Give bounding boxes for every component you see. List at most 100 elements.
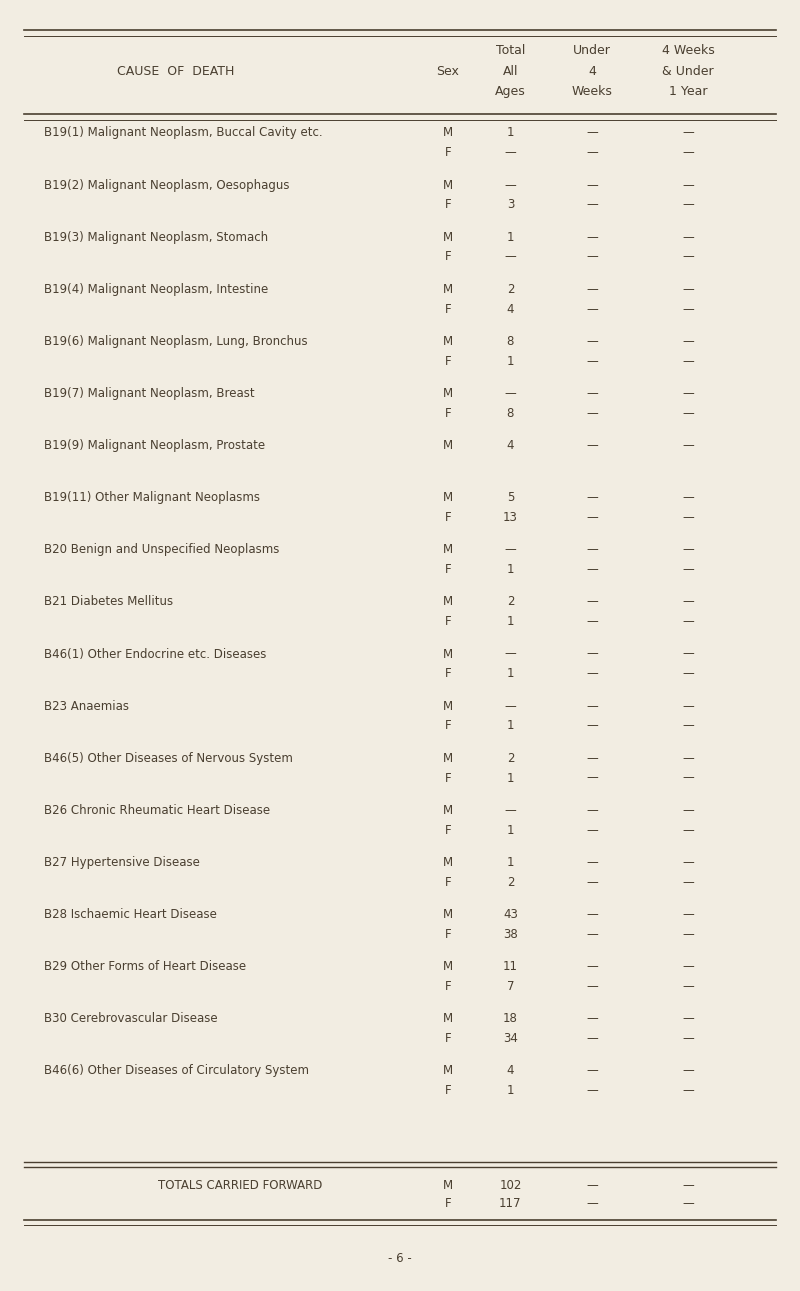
Text: 2: 2 [506, 283, 514, 296]
Text: M: M [443, 387, 453, 400]
Text: —: — [586, 961, 598, 973]
Text: —: — [505, 544, 516, 556]
Text: —: — [586, 719, 598, 732]
Text: M: M [443, 1179, 453, 1192]
Text: —: — [505, 804, 516, 817]
Text: 3: 3 [506, 199, 514, 212]
Text: —: — [682, 719, 694, 732]
Text: 7: 7 [506, 980, 514, 993]
Text: M: M [443, 283, 453, 296]
Text: —: — [586, 1197, 598, 1210]
Text: M: M [443, 804, 453, 817]
Text: 4: 4 [506, 439, 514, 452]
Text: —: — [682, 908, 694, 920]
Text: M: M [443, 856, 453, 869]
Text: M: M [443, 961, 453, 973]
Text: 1: 1 [506, 856, 514, 869]
Text: —: — [586, 231, 598, 244]
Text: B19(7) Malignant Neoplasm, Breast: B19(7) Malignant Neoplasm, Breast [44, 387, 254, 400]
Text: B19(11) Other Malignant Neoplasms: B19(11) Other Malignant Neoplasms [44, 491, 260, 505]
Text: —: — [505, 387, 516, 400]
Text: F: F [445, 1084, 451, 1097]
Text: —: — [586, 146, 598, 159]
Text: —: — [586, 439, 598, 452]
Text: 1: 1 [506, 772, 514, 785]
Text: —: — [586, 1012, 598, 1025]
Text: M: M [443, 648, 453, 661]
Text: 38: 38 [503, 928, 518, 941]
Text: —: — [682, 824, 694, 837]
Text: —: — [586, 1032, 598, 1044]
Text: 1: 1 [506, 616, 514, 629]
Text: —: — [682, 355, 694, 368]
Text: F: F [445, 355, 451, 368]
Text: F: F [445, 824, 451, 837]
Text: —: — [586, 355, 598, 368]
Text: B46(5) Other Diseases of Nervous System: B46(5) Other Diseases of Nervous System [44, 751, 293, 764]
Text: —: — [586, 824, 598, 837]
Text: M: M [443, 491, 453, 505]
Text: M: M [443, 751, 453, 764]
Text: —: — [682, 1084, 694, 1097]
Text: —: — [505, 648, 516, 661]
Text: B21 Diabetes Mellitus: B21 Diabetes Mellitus [44, 595, 173, 608]
Text: B46(1) Other Endocrine etc. Diseases: B46(1) Other Endocrine etc. Diseases [44, 648, 266, 661]
Text: F: F [445, 302, 451, 315]
Text: —: — [505, 250, 516, 263]
Text: F: F [445, 199, 451, 212]
Text: All: All [502, 65, 518, 77]
Text: F: F [445, 250, 451, 263]
Text: —: — [586, 283, 598, 296]
Text: —: — [682, 127, 694, 139]
Text: B19(6) Malignant Neoplasm, Lung, Bronchus: B19(6) Malignant Neoplasm, Lung, Bronchu… [44, 334, 308, 347]
Text: F: F [445, 772, 451, 785]
Text: B19(4) Malignant Neoplasm, Intestine: B19(4) Malignant Neoplasm, Intestine [44, 283, 268, 296]
Text: B19(1) Malignant Neoplasm, Buccal Cavity etc.: B19(1) Malignant Neoplasm, Buccal Cavity… [44, 127, 322, 139]
Text: 4: 4 [506, 302, 514, 315]
Text: M: M [443, 908, 453, 920]
Text: —: — [586, 928, 598, 941]
Text: M: M [443, 178, 453, 191]
Text: M: M [443, 544, 453, 556]
Text: —: — [505, 178, 516, 191]
Text: B30 Cerebrovascular Disease: B30 Cerebrovascular Disease [44, 1012, 218, 1025]
Text: 8: 8 [506, 407, 514, 420]
Text: —: — [586, 127, 598, 139]
Text: —: — [586, 804, 598, 817]
Text: 117: 117 [499, 1197, 522, 1210]
Text: —: — [682, 407, 694, 420]
Text: F: F [445, 980, 451, 993]
Text: Sex: Sex [437, 65, 459, 77]
Text: —: — [682, 667, 694, 680]
Text: —: — [682, 961, 694, 973]
Text: —: — [586, 511, 598, 524]
Text: F: F [445, 928, 451, 941]
Text: 1: 1 [506, 1084, 514, 1097]
Text: —: — [505, 146, 516, 159]
Text: —: — [682, 980, 694, 993]
Text: —: — [586, 980, 598, 993]
Text: 2: 2 [506, 751, 514, 764]
Text: M: M [443, 595, 453, 608]
Text: —: — [682, 387, 694, 400]
Text: —: — [682, 231, 694, 244]
Text: B26 Chronic Rheumatic Heart Disease: B26 Chronic Rheumatic Heart Disease [44, 804, 270, 817]
Text: —: — [586, 616, 598, 629]
Text: —: — [586, 250, 598, 263]
Text: 1: 1 [506, 127, 514, 139]
Text: 5: 5 [506, 491, 514, 505]
Text: F: F [445, 1032, 451, 1044]
Text: M: M [443, 439, 453, 452]
Text: —: — [682, 751, 694, 764]
Text: Total: Total [496, 44, 525, 57]
Text: M: M [443, 334, 453, 347]
Text: 1: 1 [506, 563, 514, 576]
Text: Ages: Ages [495, 85, 526, 98]
Text: B27 Hypertensive Disease: B27 Hypertensive Disease [44, 856, 200, 869]
Text: 1: 1 [506, 667, 514, 680]
Text: —: — [586, 667, 598, 680]
Text: F: F [445, 1197, 451, 1210]
Text: —: — [682, 772, 694, 785]
Text: —: — [505, 700, 516, 713]
Text: —: — [682, 928, 694, 941]
